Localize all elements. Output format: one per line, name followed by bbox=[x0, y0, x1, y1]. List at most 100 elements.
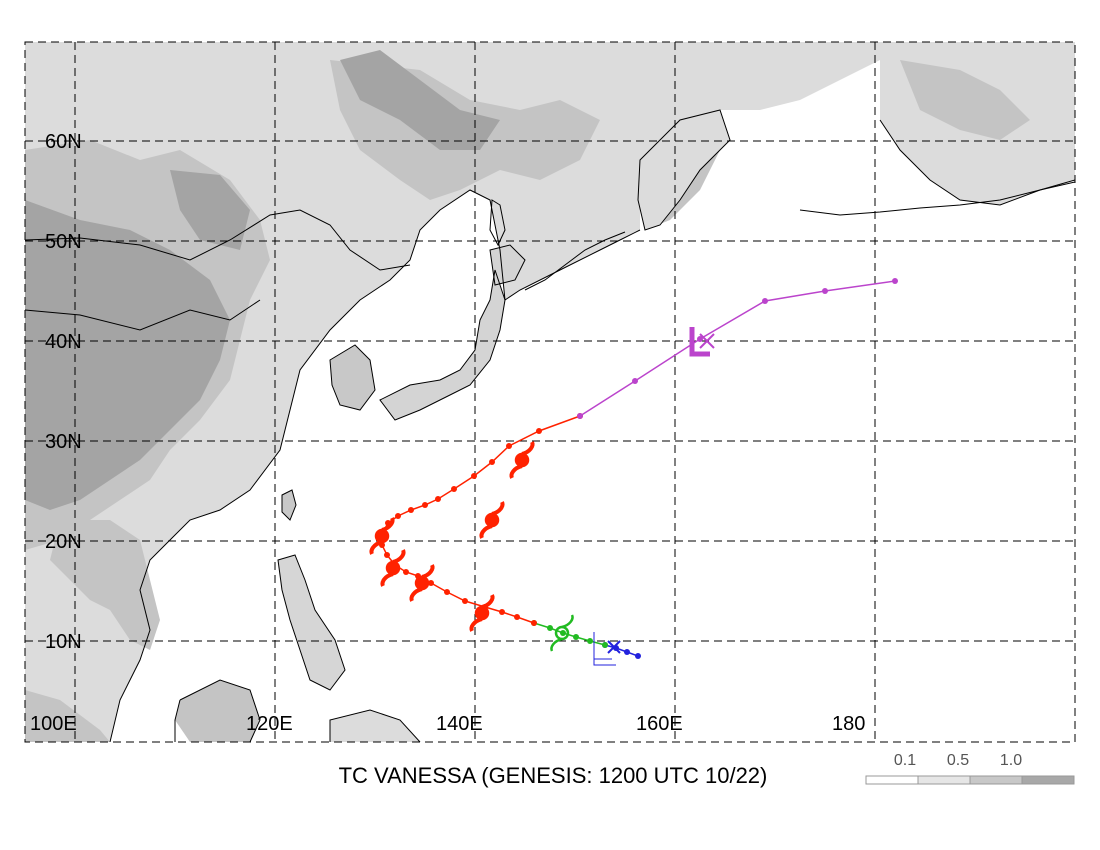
borneo-land bbox=[175, 680, 260, 742]
typhoon-symbol-icon bbox=[380, 549, 406, 587]
track-point-extratropical bbox=[822, 288, 828, 294]
track-point-typhoon bbox=[462, 598, 468, 604]
track-point-typhoon bbox=[451, 486, 457, 492]
japan-coast bbox=[379, 269, 506, 421]
track-point-typhoon bbox=[471, 473, 477, 479]
lon-label-100e: 100E bbox=[30, 713, 77, 735]
track-point-typhoon bbox=[444, 589, 450, 595]
lon-label-140e: 140E bbox=[436, 713, 483, 735]
shading-legend: 0.1 0.5 1.0 bbox=[865, 752, 1075, 785]
track-line-low bbox=[604, 644, 639, 657]
asia-coast bbox=[109, 189, 641, 742]
map-title: TC VANESSA (GENESIS: 1200 UTC 10/22) bbox=[339, 763, 768, 788]
track-point-typhoon bbox=[422, 502, 428, 508]
lat-labels: 10N 20N 30N 40N 50N 60N bbox=[45, 131, 82, 653]
philippines-land bbox=[278, 555, 345, 690]
new-guinea-coast bbox=[329, 709, 421, 742]
kamchatka-coast bbox=[637, 109, 731, 231]
track-point-typhoon bbox=[531, 620, 537, 626]
track-point-extratropical bbox=[697, 336, 703, 342]
track-point-extratropical bbox=[892, 278, 898, 284]
lat-label-20n: 20N bbox=[45, 531, 82, 553]
lat-label-30n: 30N bbox=[45, 431, 82, 453]
track-point-low bbox=[624, 649, 630, 655]
legend-label-2: 1.0 bbox=[1000, 752, 1022, 769]
track-point-depression bbox=[573, 634, 579, 640]
typhoon-symbol-icon bbox=[479, 501, 505, 539]
storm-symbol-icon bbox=[550, 614, 574, 652]
track-point-typhoon bbox=[403, 569, 409, 575]
sakhalin-coast bbox=[489, 199, 506, 247]
legend-swatch-1 bbox=[917, 775, 971, 785]
korea-coast bbox=[329, 344, 376, 411]
track-point-typhoon bbox=[435, 496, 441, 502]
hokkaido-coast bbox=[489, 244, 526, 286]
legend-label-1: 0.5 bbox=[947, 752, 969, 769]
legend-label-0: 0.1 bbox=[894, 752, 916, 769]
legend-swatch-3 bbox=[1021, 775, 1075, 785]
lon-label-180: 180 bbox=[832, 713, 865, 735]
graticule bbox=[24, 41, 1076, 743]
storm-track bbox=[369, 278, 898, 666]
track-point-extratropical bbox=[577, 413, 583, 419]
lat-label-40n: 40N bbox=[45, 331, 82, 353]
japan-land bbox=[380, 270, 505, 420]
kamchatka-land bbox=[638, 110, 730, 230]
genesis-low-icon bbox=[593, 632, 616, 666]
lon-labels: 100E 120E 140E 160E 180 bbox=[30, 713, 865, 735]
land-shading bbox=[25, 42, 1075, 742]
extratropical-low-icon bbox=[689, 327, 710, 357]
lat-label-50n: 50N bbox=[45, 231, 82, 253]
hokkaido-land bbox=[490, 245, 525, 285]
kuril-chain bbox=[524, 231, 626, 291]
track-point-low bbox=[635, 653, 641, 659]
track-point-depression bbox=[587, 638, 593, 644]
track-line-typhoon bbox=[381, 415, 581, 624]
track-point-typhoon bbox=[408, 507, 414, 513]
legend-swatch-2 bbox=[969, 775, 1023, 785]
asia-land-dark-3 bbox=[170, 170, 250, 250]
track-point-typhoon bbox=[428, 580, 434, 586]
coastlines bbox=[25, 109, 1075, 742]
typhoon-symbol-icon bbox=[369, 517, 395, 555]
track-point-depression bbox=[560, 630, 566, 636]
track-point-extratropical bbox=[762, 298, 768, 304]
typhoon-symbol-icon bbox=[409, 564, 435, 602]
lat-label-60n: 60N bbox=[45, 131, 82, 153]
track-point-extratropical bbox=[632, 378, 638, 384]
track-point-depression bbox=[547, 625, 553, 631]
philippines-coast bbox=[277, 554, 346, 691]
lat-label-10n: 10N bbox=[45, 631, 82, 653]
track-point-typhoon bbox=[536, 428, 542, 434]
track-point-typhoon bbox=[506, 443, 512, 449]
track-line-extratropical bbox=[579, 280, 896, 417]
track-point-typhoon bbox=[514, 614, 520, 620]
extratropical-x-icon bbox=[699, 333, 715, 349]
asia-land-dark bbox=[25, 200, 230, 510]
aleutian-chain bbox=[799, 181, 1075, 216]
borneo-coast bbox=[174, 679, 261, 742]
track-point-depression bbox=[602, 642, 608, 648]
asia-land-dark-2 bbox=[340, 50, 500, 150]
sumatra-land bbox=[25, 690, 110, 742]
alaska-coast bbox=[879, 119, 1075, 206]
typhoon-symbol-icon bbox=[509, 441, 535, 479]
lon-label-160e: 160E bbox=[636, 713, 683, 735]
mongolia-border bbox=[25, 299, 261, 331]
russia-border bbox=[25, 209, 411, 271]
taiwan-coast bbox=[281, 489, 297, 521]
typhoon-symbol-icon bbox=[469, 594, 495, 632]
track-point-typhoon bbox=[499, 609, 505, 615]
track-point-typhoon bbox=[395, 513, 401, 519]
legend-swatch-0 bbox=[865, 775, 919, 785]
alaska-land-mid bbox=[900, 60, 1030, 140]
korea-land bbox=[330, 345, 375, 410]
map-frame bbox=[24, 41, 1076, 743]
track-point-typhoon bbox=[384, 552, 390, 558]
genesis-x-icon bbox=[607, 640, 621, 654]
track-point-typhoon bbox=[489, 459, 495, 465]
se-asia-land bbox=[50, 520, 160, 650]
new-guinea-land bbox=[330, 710, 420, 742]
lon-label-120e: 120E bbox=[246, 713, 293, 735]
